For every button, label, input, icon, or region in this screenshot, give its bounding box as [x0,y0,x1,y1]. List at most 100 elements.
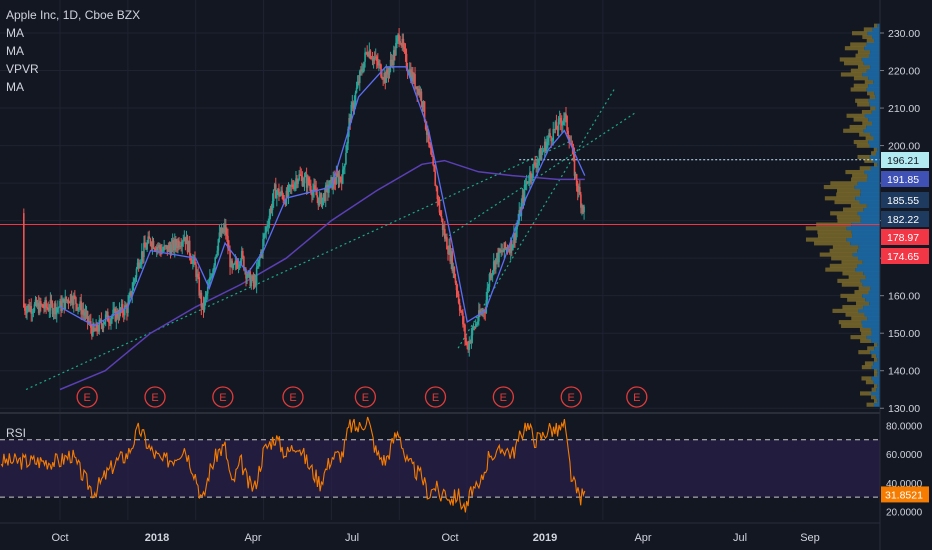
candle-body [329,180,331,189]
candle-body [194,257,196,265]
candle-body [365,52,367,54]
candle-body [110,318,112,324]
volume-profile-bar-up [877,383,880,389]
candle-body [382,78,384,80]
candle-body [505,248,508,250]
volume-profile-bar-down [836,215,861,220]
volume-profile-bar-up [862,293,880,298]
volume-profile-bar-down [831,256,859,261]
candle-body [352,102,355,109]
rsi-axis-tick-label: 20.0000 [886,507,923,518]
earnings-marker-label: E [219,392,226,404]
earnings-marker [144,386,166,408]
price-axis-tick-label: 210.00 [888,103,920,115]
volume-profile-bar-up [866,124,880,130]
volume-profile-bar-up [862,323,880,328]
candle-body [375,56,378,61]
volume-profile-bar-up [870,132,880,137]
candle-body [351,102,354,105]
rsi-current-label-bg [881,486,929,503]
candle-body [25,310,27,314]
candle-body [68,302,71,304]
candle-body [78,306,80,308]
volume-profile-bar-up [869,301,880,306]
candle-body [412,71,414,82]
volume-profile-bar-down [874,383,878,389]
candle-body [163,245,165,251]
candle-body [573,155,576,176]
volume-profile-bar-down [829,248,858,253]
candle-body [253,280,256,284]
volume-profile-bar-up [874,38,880,43]
candle-body [562,121,564,126]
volume-profile-bar-down [859,166,871,171]
candle-body [377,60,379,66]
candle-body [558,117,561,119]
candle-body [397,34,399,39]
volume-profile-bar-up [877,23,880,28]
candle-body [45,300,47,307]
volume-profile-bar-up [876,387,880,392]
volume-profile-bar-down [837,218,861,223]
volume-profile-bar-down [851,177,867,182]
candle-body [432,157,434,165]
volume-profile-bar-down [857,102,870,107]
candle-body [438,199,441,213]
legend-indicator-ma-1[interactable]: MA [6,26,24,40]
volume-profile-bar-up [864,169,880,175]
legend-indicator-ma-3[interactable]: MA [6,80,24,94]
candle-body [87,321,90,323]
volume-profile-bar-down [871,387,877,392]
candle-body [502,251,505,253]
candle-body [411,71,413,81]
volume-profile-bar-up [873,79,880,85]
candle-body [565,113,567,116]
volume-profile-bar-down [805,237,847,242]
candle-body [399,41,401,44]
candle-body [319,194,322,197]
candle-body [392,50,395,66]
candle-body [77,307,79,310]
volume-profile-bar-down [863,27,873,32]
candle-body [48,310,51,312]
candle-body [534,162,536,166]
legend-indicator-vpvr[interactable]: VPVR [6,62,39,76]
candle-body [159,245,161,250]
candle-body [280,190,282,195]
candle-body [103,321,106,325]
candle-body [391,61,394,66]
candle-body [82,310,85,313]
candle-body [545,141,547,152]
candle-body [166,245,169,253]
candle-body [503,242,506,252]
candle-body [32,311,35,313]
volume-profile-bar-up [866,68,880,73]
volume-profile-bar-up [870,350,880,355]
candle-body [311,191,313,196]
candle-body [428,131,430,144]
candle-body [401,38,404,46]
volume-profile-bar-down [843,128,864,133]
candle-body [86,311,89,322]
candle-body [266,226,269,228]
candle-body [535,165,538,168]
candle-body [421,101,424,108]
candle-body [239,260,242,265]
candle-body [581,205,583,208]
volume-profile-bar-down [844,46,865,51]
candle-body [380,64,382,77]
candle-body [162,250,164,252]
candle-body [141,251,143,262]
earnings-marker-label: E [151,392,158,404]
volume-profile-bar-down [860,391,872,396]
candle-body [229,250,231,267]
volume-profile-bar-down [823,184,855,190]
candle-body [43,307,45,309]
volume-profile-bar-up [872,34,880,40]
candle-body [143,242,145,257]
candle-body [53,303,56,312]
volume-profile-bar-up [860,218,880,223]
candle-body [185,236,188,245]
legend-indicator-ma-2[interactable]: MA [6,44,24,58]
